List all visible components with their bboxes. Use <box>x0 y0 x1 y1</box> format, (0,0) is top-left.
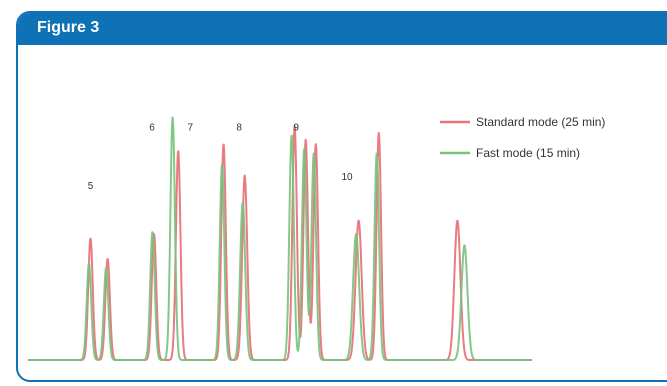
peak-label: 8 <box>236 123 242 134</box>
series-line-fast-mode <box>27 116 533 361</box>
legend-label-standard-mode: Standard mode (25 min) <box>476 115 605 129</box>
figure-title: Figure 3 <box>37 19 100 36</box>
figure-frame: Figure 3 <box>16 11 667 382</box>
legend: Standard mode (25 min) Fast mode (15 min) <box>440 115 605 160</box>
peak-label: 7 <box>188 123 194 134</box>
peak-label: 5 <box>88 181 94 192</box>
peak-label: 10 <box>341 172 353 183</box>
peak-label: 9 <box>293 123 299 134</box>
series-layer <box>27 116 533 361</box>
legend-label-fast-mode: Fast mode (15 min) <box>476 146 580 160</box>
peak-label: 6 <box>149 123 155 134</box>
peak-labels: 5 6 7 8 9 10 <box>88 123 353 193</box>
figure-header: Figure 3 <box>18 13 667 45</box>
